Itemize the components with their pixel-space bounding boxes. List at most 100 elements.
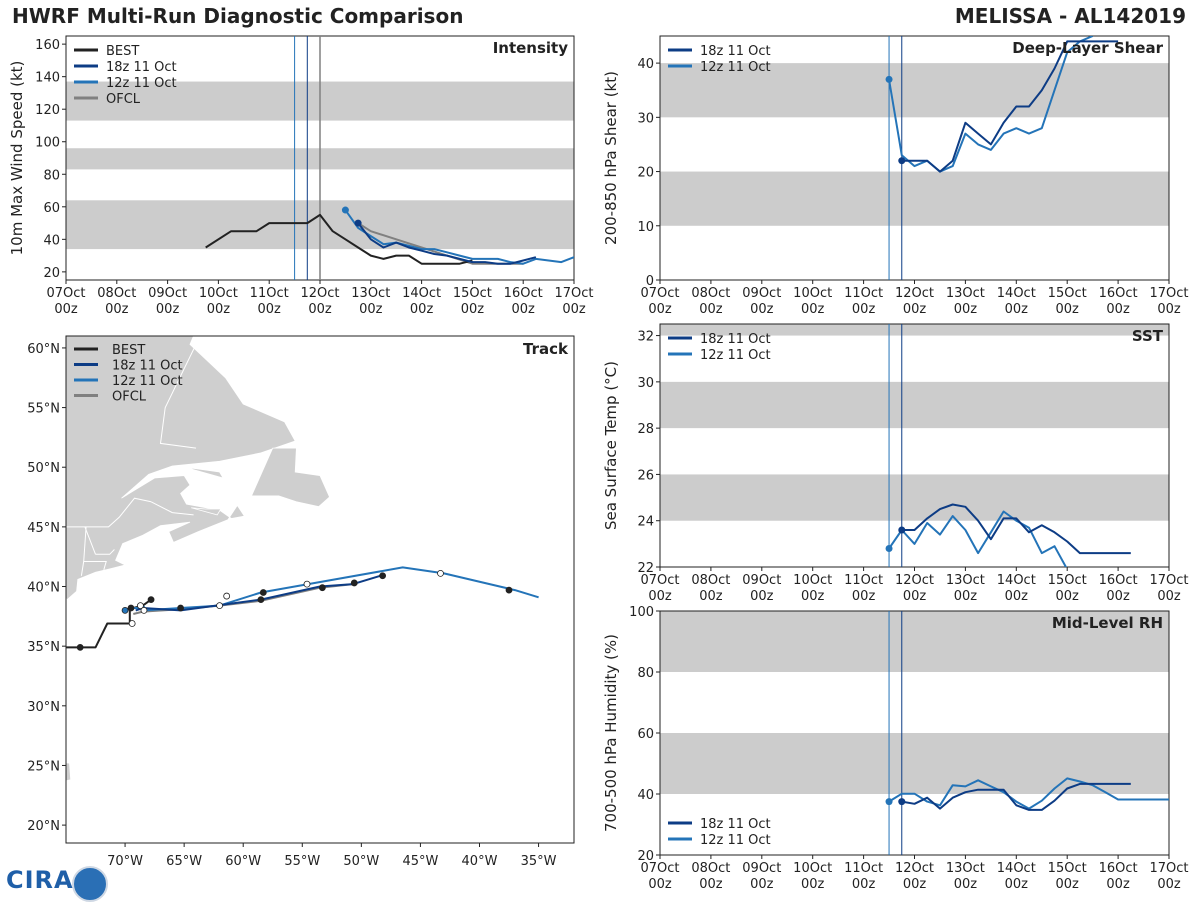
track-ytick-label: 55°N	[27, 402, 60, 417]
intensity-xtick-hour: 00z	[156, 302, 180, 317]
sst-ytick-label: 28	[637, 422, 654, 437]
rh-xtick-day: 08Oct	[691, 861, 730, 876]
shear-xtick-hour: 00z	[903, 302, 927, 317]
shear-series-12z-11-oct	[888, 36, 1094, 173]
intensity-xtick-day: 07Oct	[46, 286, 85, 301]
shear-xtick-day: 13Oct	[946, 286, 985, 301]
sst-ytick-label: 26	[637, 468, 654, 483]
sst-xtick-hour: 00z	[801, 589, 825, 604]
track-xtick-label: 35°W	[521, 854, 557, 869]
shear-series-group	[888, 36, 1119, 173]
track-xtick-label: 45°W	[402, 854, 438, 869]
track-point	[437, 569, 444, 577]
rh-series-12z-11-oct	[888, 777, 1169, 810]
track-point	[257, 596, 265, 604]
track-point	[216, 602, 223, 610]
rh-ytick-label: 100	[629, 605, 654, 620]
rh-legend-label: 18z 11 Oct	[700, 817, 771, 832]
intensity-xtick-day: 09Oct	[148, 286, 187, 301]
intensity-legend-label: BEST	[106, 44, 139, 59]
shear-title: Deep-Layer Shear	[1012, 39, 1163, 57]
sst-xtick-hour: 00z	[903, 589, 927, 604]
shear-xtick-hour: 00z	[750, 302, 774, 317]
rh-xtick-hour: 00z	[852, 877, 876, 892]
sst-title: SST	[1132, 327, 1164, 345]
track-ytick-label: 25°N	[27, 759, 60, 774]
shear-xtick-day: 09Oct	[742, 286, 781, 301]
shear-legend-label: 18z 11 Oct	[700, 44, 771, 59]
intensity-xtick-hour: 00z	[410, 302, 434, 317]
track-point	[379, 572, 387, 580]
sst-xtick-day: 16Oct	[1099, 573, 1138, 588]
track-xtick-label: 55°W	[284, 854, 320, 869]
shear-band	[660, 171, 1169, 226]
intensity-series-12z-11-oct	[344, 209, 574, 265]
shear-xtick-day: 08Oct	[691, 286, 730, 301]
intensity-panel: 20 40 60 80 100 120 140 160 10m Max Wind Speed (…	[8, 35, 594, 317]
intensity-series-group	[205, 209, 574, 265]
shear-ytick-label: 30	[637, 111, 654, 126]
track-point	[121, 606, 129, 614]
shear-xtick-hour: 00z	[1106, 302, 1130, 317]
rh-xtick-hour: 00z	[699, 877, 723, 892]
intensity-xtick-day: 17Oct	[554, 286, 593, 301]
intensity-xtick-day: 11Oct	[250, 286, 289, 301]
shear-xtick-day: 11Oct	[844, 286, 883, 301]
intensity-xtick-day: 16Oct	[504, 286, 543, 301]
shear-xtick-hour: 00z	[852, 302, 876, 317]
shear-ylabel: 200-850 hPa Shear (kt)	[602, 71, 620, 245]
intensity-ytick-label: 120	[35, 103, 60, 118]
storm-title: MELISSA - AL142019	[954, 4, 1186, 28]
intensity-ytick-label: 60	[43, 201, 60, 216]
sst-xtick-day: 15Oct	[1048, 573, 1087, 588]
intensity-xtick-hour: 00z	[562, 302, 586, 317]
rh-xtick-hour: 00z	[903, 877, 927, 892]
sst-xtick-hour: 00z	[1056, 589, 1080, 604]
sst-xtick-hour: 00z	[1157, 589, 1181, 604]
intensity-legend-label: 12z 11 Oct	[106, 76, 177, 91]
rh-xtick-hour: 00z	[1005, 877, 1029, 892]
sst-series-group	[888, 503, 1131, 567]
cira-logo: CIRA	[6, 866, 74, 894]
sst-xtick-hour: 00z	[954, 589, 978, 604]
sst-ytick-label: 22	[637, 561, 654, 576]
intensity-ytick-label: 20	[43, 266, 60, 281]
sst-xtick-day: 12Oct	[895, 573, 934, 588]
land-polygon	[66, 762, 72, 782]
shear-xtick-hour: 00z	[801, 302, 825, 317]
shear-init-marker	[898, 157, 906, 165]
sst-xtick-day: 09Oct	[742, 573, 781, 588]
rh-ytick-label: 80	[637, 666, 654, 681]
sst-legend-label: 18z 11 Oct	[700, 332, 771, 347]
sst-band	[660, 381, 1169, 429]
shear-xtick-hour: 00z	[1005, 302, 1029, 317]
page-title: HWRF Multi-Run Diagnostic Comparison	[12, 4, 464, 28]
sst-xtick-day: 11Oct	[844, 573, 883, 588]
track-legend-label: 12z 11 Oct	[112, 374, 183, 389]
intensity-xtick-hour: 00z	[105, 302, 129, 317]
shear-init-marker	[885, 75, 893, 83]
rh-xtick-day: 09Oct	[742, 861, 781, 876]
rh-xtick-hour: 00z	[954, 877, 978, 892]
rh-xtick-day: 17Oct	[1149, 861, 1188, 876]
sst-xtick-hour: 00z	[750, 589, 774, 604]
track-xtick-label: 70°W	[107, 854, 143, 869]
sst-init-marker	[898, 526, 906, 534]
track-legend-label: OFCL	[112, 390, 147, 405]
intensity-xtick-hour: 00z	[461, 302, 485, 317]
shear-ytick-label: 40	[637, 57, 654, 72]
sst-xtick-day: 10Oct	[793, 573, 832, 588]
land-polygon	[188, 467, 224, 479]
track-frame	[65, 335, 575, 844]
sst-ylabel: Sea Surface Temp (°C)	[602, 361, 620, 530]
sst-init-marker	[885, 544, 893, 552]
rh-xtick-day: 16Oct	[1099, 861, 1138, 876]
intensity-xtick-day: 08Oct	[97, 286, 136, 301]
shear-xtick-day: 16Oct	[1099, 286, 1138, 301]
shear-band	[660, 63, 1169, 118]
intensity-ytick-label: 40	[43, 233, 60, 248]
rh-xtick-day: 15Oct	[1048, 861, 1087, 876]
track-point	[223, 592, 231, 600]
intensity-ytick-label: 80	[43, 168, 60, 183]
